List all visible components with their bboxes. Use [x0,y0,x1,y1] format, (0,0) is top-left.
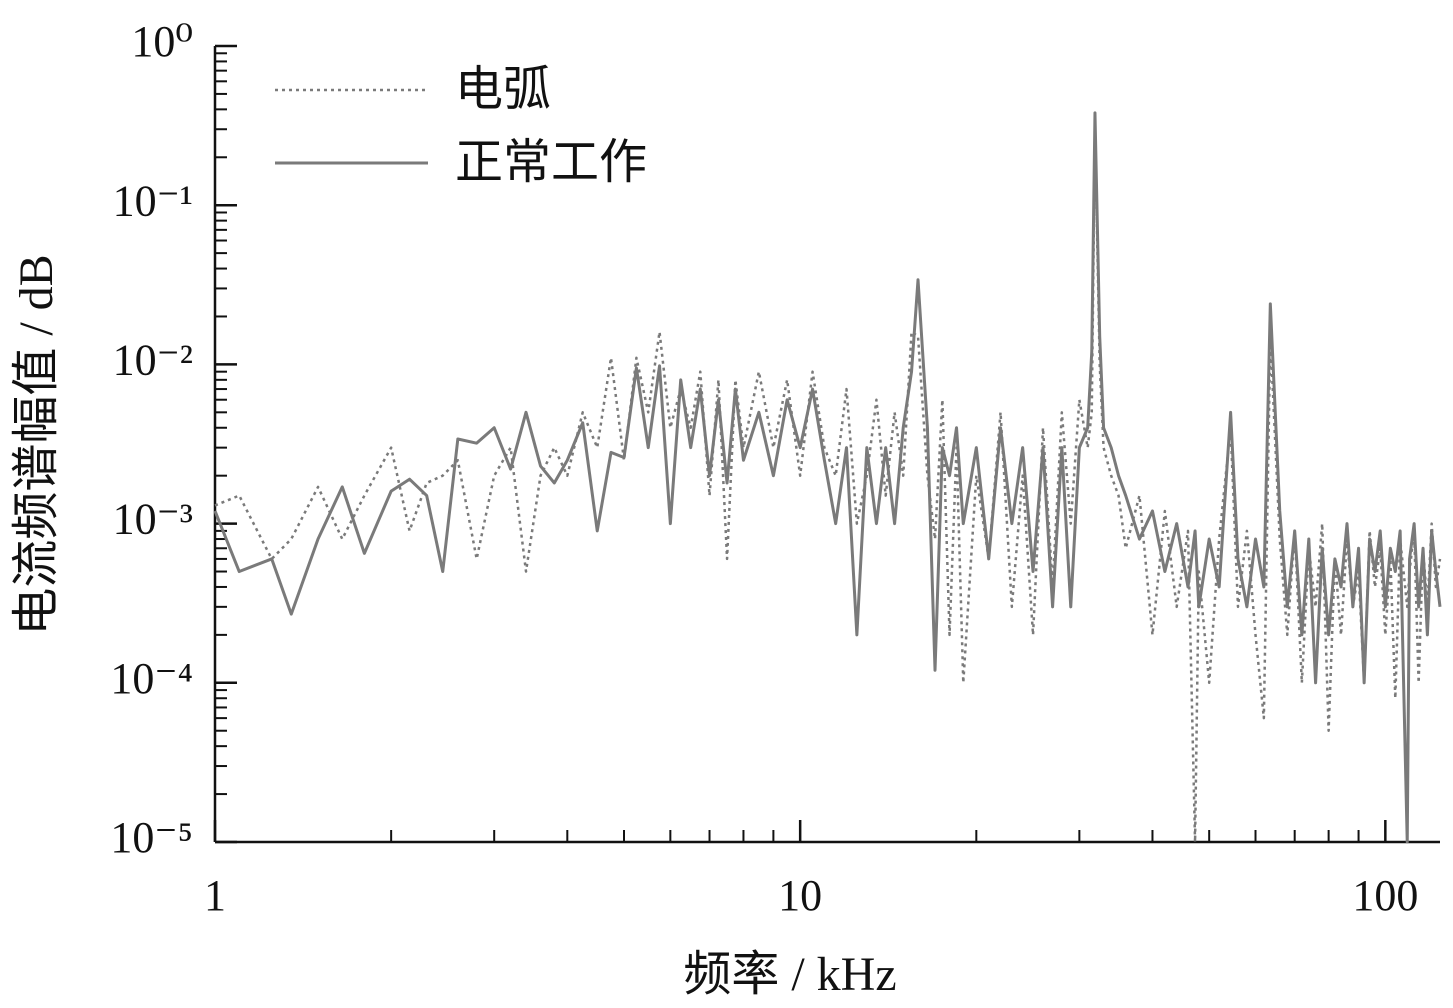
legend-label: 电弧 [455,63,551,116]
y-tick-label: 10⁻³ [113,495,193,544]
y-tick-label: 10⁻⁴ [110,654,193,703]
y-tick-label: 10⁰ [131,17,193,66]
y-tick-label: 10⁻⁵ [110,813,193,862]
legend-label: 正常工作 [455,136,647,189]
y-tick-label: 10⁻¹ [113,176,193,225]
x-tick-label: 10 [778,871,822,920]
x-tick-label: 1 [204,871,226,920]
y-tick-label: 10⁻² [113,335,193,384]
x-axis-title: 频率 / kHz [683,948,896,1001]
series-line [213,111,1442,844]
series-line [214,127,1442,844]
y-axis-title: 电流频谱幅值 / dB [10,254,63,635]
x-tick-label: 100 [1352,871,1418,920]
